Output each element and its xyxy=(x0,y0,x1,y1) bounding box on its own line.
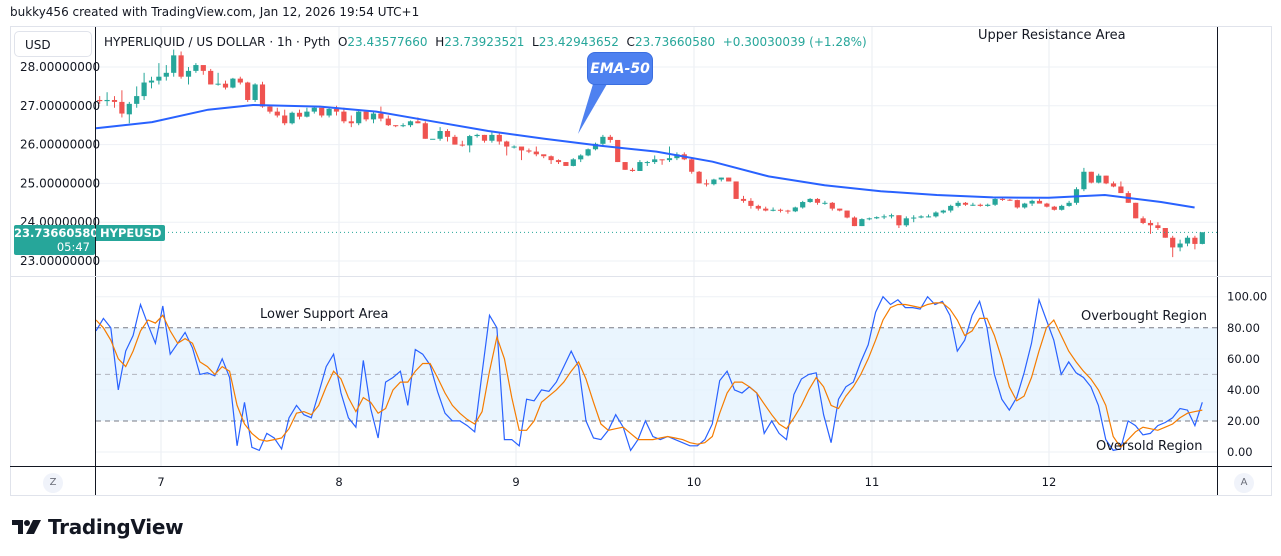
close-label: C xyxy=(626,35,635,49)
svg-text:28.00000000: 28.00000000 xyxy=(20,60,100,74)
currency-selector[interactable]: USD xyxy=(14,31,92,57)
candlestick-series xyxy=(97,49,1205,258)
svg-text:80.00: 80.00 xyxy=(1227,321,1260,335)
last-price-label: 23.73660580 05:47 xyxy=(14,225,99,255)
svg-text:8: 8 xyxy=(335,475,342,489)
close-value: 23.73660580 xyxy=(634,35,716,49)
annotation-oversold[interactable]: Oversold Region xyxy=(1096,439,1203,454)
auto-scale-button[interactable]: A xyxy=(1234,473,1254,493)
high-value: 23.73923521 xyxy=(444,35,525,49)
last-price-value: 23.73660580 xyxy=(14,226,99,240)
callout-pointer xyxy=(578,84,607,134)
chart-credit: bukky456 created with TradingView.com, J… xyxy=(10,5,420,19)
tradingview-logo-icon xyxy=(12,520,41,534)
svg-text:26.00000000: 26.00000000 xyxy=(20,138,100,152)
svg-text:7: 7 xyxy=(157,475,164,489)
symbol-name[interactable]: HYPERLIQUID / US DOLLAR · 1h · Pyth xyxy=(104,35,331,49)
price-axis-ticks[interactable]: 28.00000000 27.00000000 26.00000000 25.0000… xyxy=(20,60,100,268)
time-axis-ticks[interactable]: 7 8 9 10 11 12 xyxy=(157,475,1056,489)
open-label: O xyxy=(337,35,348,49)
symbol-tag: HYPEUSD xyxy=(96,225,166,241)
stochastic-k-line xyxy=(95,295,1203,452)
stochastic-axis-ticks[interactable]: 100.00 80.00 60.00 40.00 20.00 0.00 xyxy=(1227,290,1267,459)
low-value: 23.42943652 xyxy=(538,35,619,49)
bar-countdown: 05:47 xyxy=(56,240,90,254)
svg-text:27.00000000: 27.00000000 xyxy=(20,99,100,113)
tradingview-logo-text: TradingView xyxy=(48,515,184,539)
svg-text:60.00: 60.00 xyxy=(1227,352,1260,366)
svg-text:25.00000000: 25.00000000 xyxy=(20,176,100,190)
svg-text:9: 9 xyxy=(512,475,519,489)
svg-text:10: 10 xyxy=(687,475,702,489)
low-label: L xyxy=(532,35,539,49)
annotation-lower-support[interactable]: Lower Support Area xyxy=(260,307,389,322)
stochastic-band xyxy=(96,327,1217,422)
svg-text:20.00: 20.00 xyxy=(1227,414,1260,428)
svg-text:100.00: 100.00 xyxy=(1227,290,1267,304)
svg-text:11: 11 xyxy=(865,475,880,489)
tradingview-logo[interactable]: TradingView xyxy=(12,514,184,540)
annotation-upper-resistance[interactable]: Upper Resistance Area xyxy=(978,28,1126,43)
grid-lines xyxy=(96,27,1217,466)
annotation-overbought[interactable]: Overbought Region xyxy=(1081,309,1207,324)
time-axis-zoom-button[interactable]: Z xyxy=(43,473,63,493)
change-value: +0.30030039 (+1.28%) xyxy=(722,35,867,49)
svg-text:0.00: 0.00 xyxy=(1227,445,1253,459)
svg-text:40.00: 40.00 xyxy=(1227,383,1260,397)
ema-50-line xyxy=(95,103,1195,209)
ema-callout[interactable]: EMA-50 xyxy=(587,52,653,85)
open-value: 23.43577660 xyxy=(347,35,428,49)
svg-text:23.00000000: 23.00000000 xyxy=(20,254,100,268)
high-label: H xyxy=(435,35,445,49)
symbol-legend: HYPERLIQUID / US DOLLAR · 1h · Pyth O23.… xyxy=(104,35,867,49)
stochastic-d-line xyxy=(95,302,1203,449)
svg-text:12: 12 xyxy=(1042,475,1057,489)
